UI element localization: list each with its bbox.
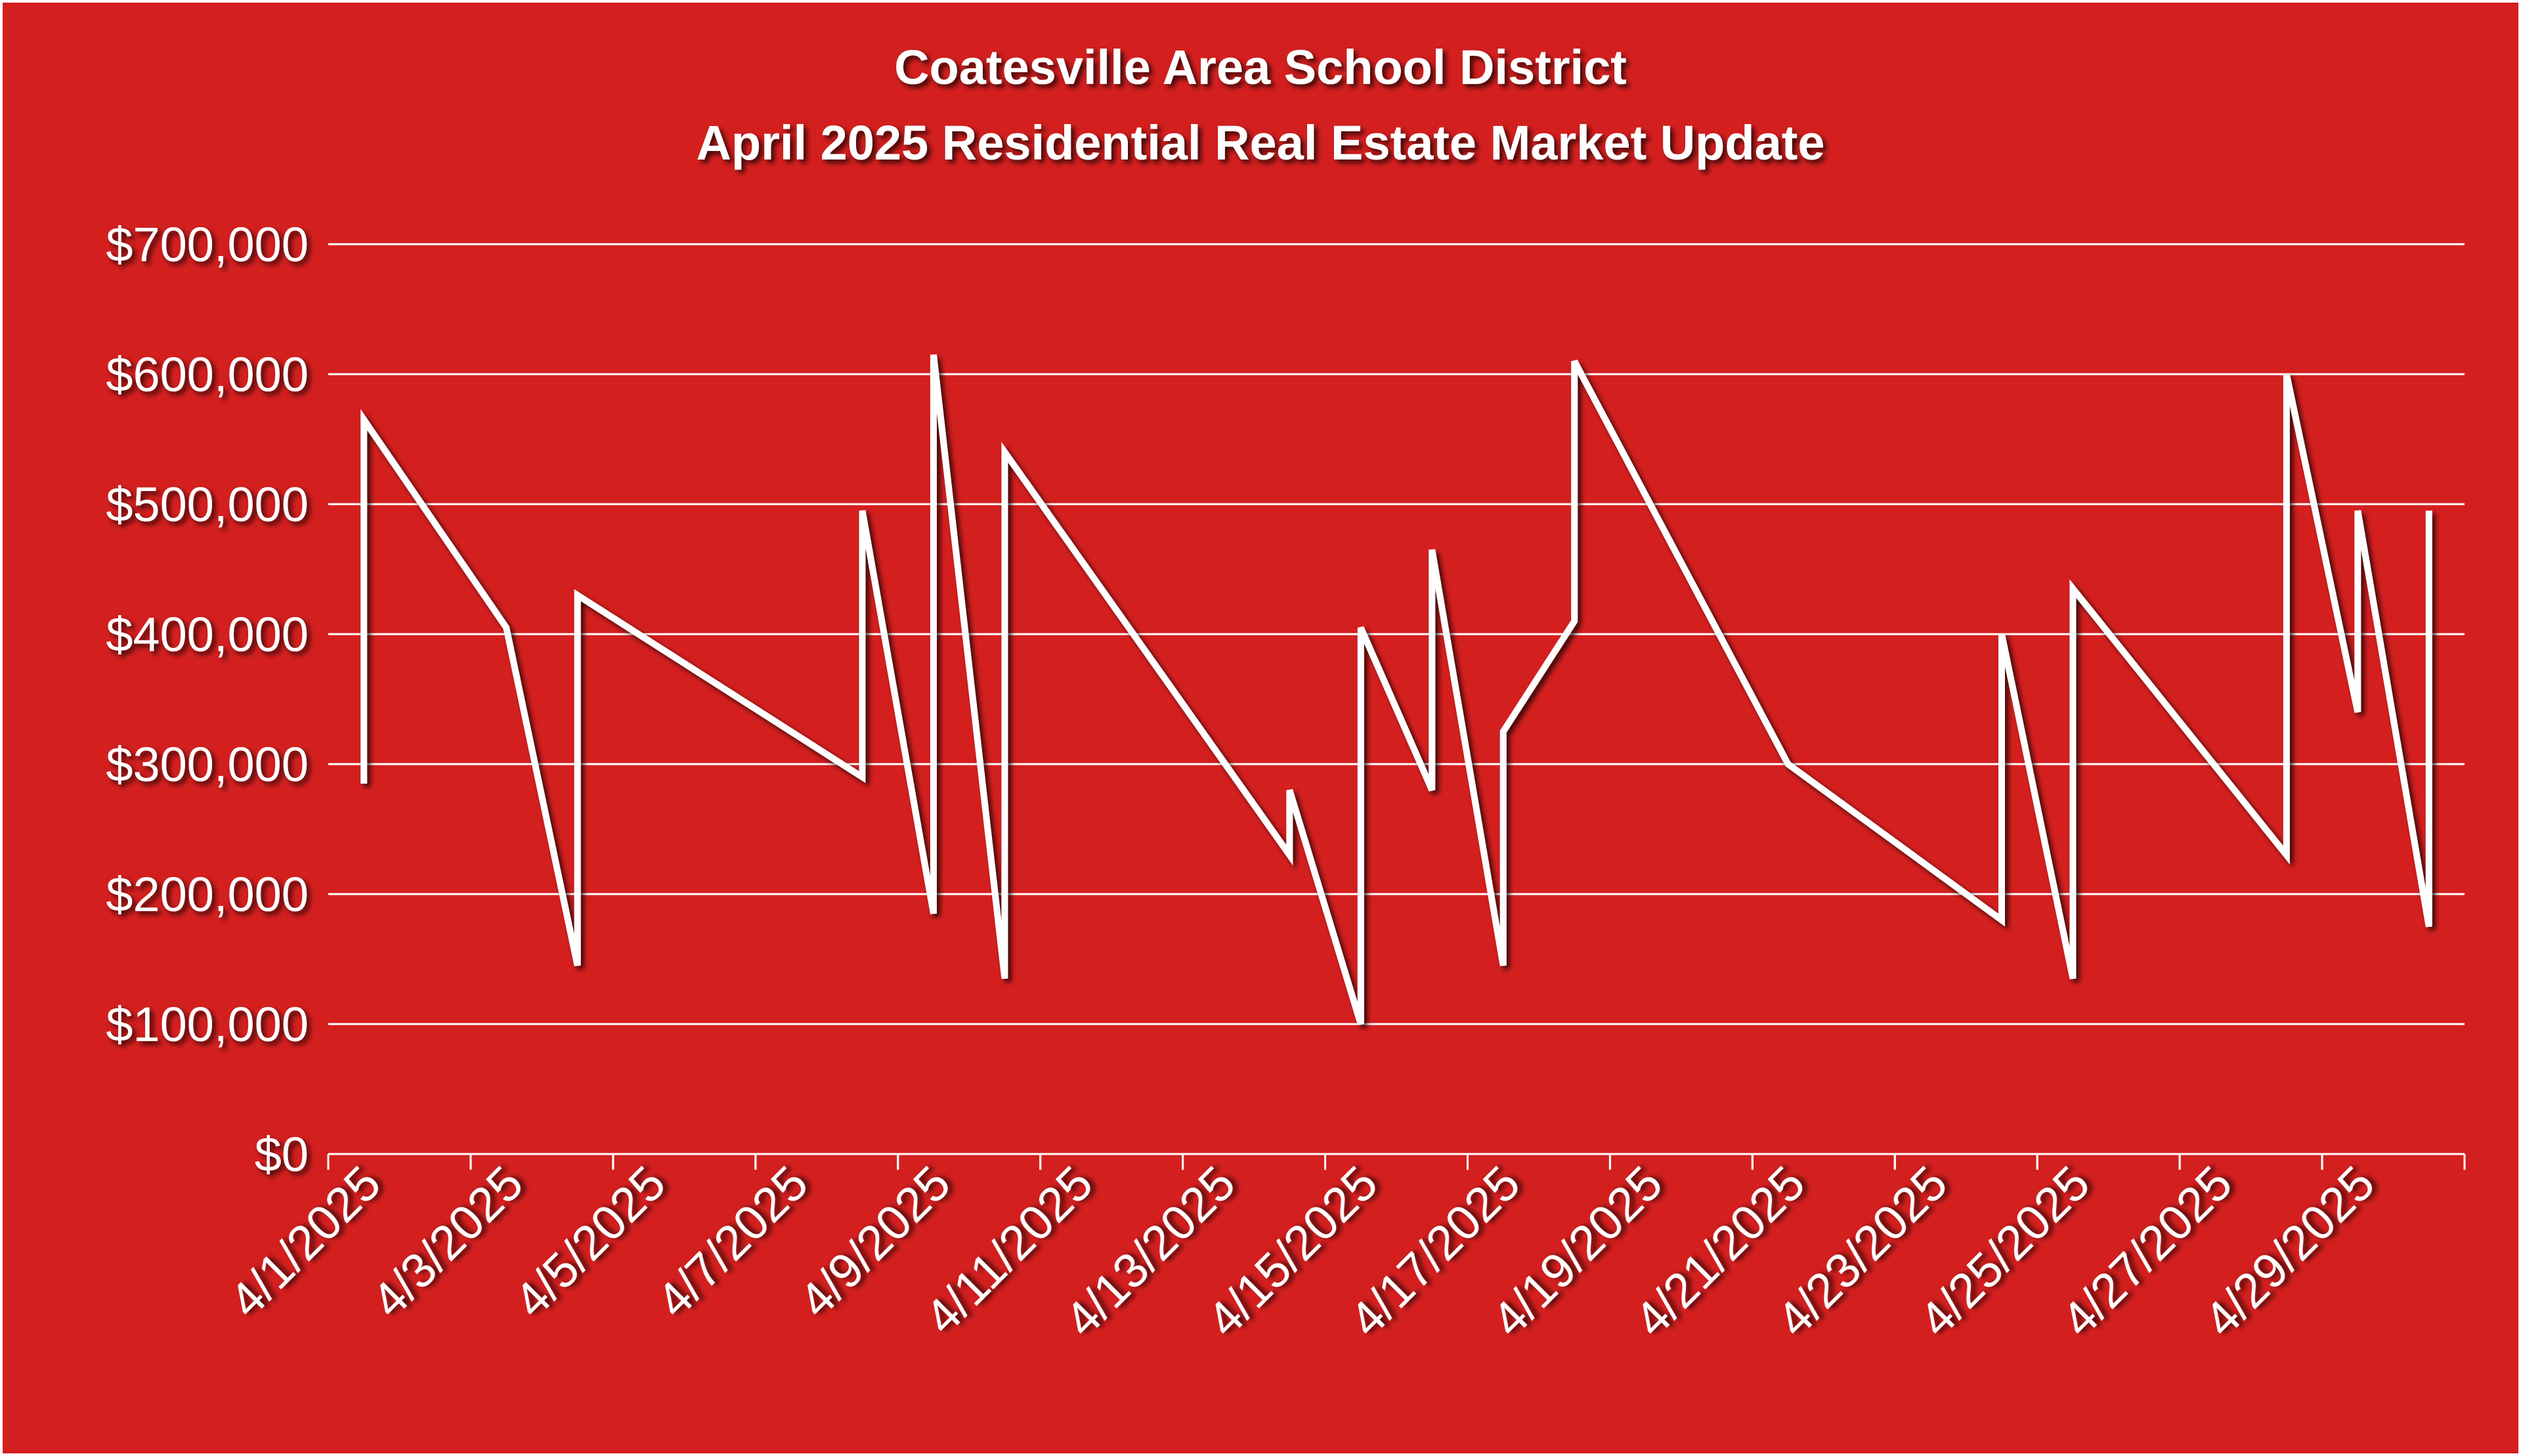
- y-tick-label: $200,000: [106, 867, 309, 922]
- chart-title: Coatesville Area School District: [894, 40, 1627, 95]
- y-tick-label: $100,000: [106, 997, 309, 1052]
- y-tick-label: $0: [255, 1127, 309, 1182]
- y-tick-label: $400,000: [106, 607, 309, 662]
- chart-subtitle: April 2025 Residential Real Estate Marke…: [696, 116, 1824, 170]
- y-tick-label: $300,000: [106, 737, 309, 792]
- y-tick-label: $700,000: [106, 217, 309, 272]
- y-tick-label: $600,000: [106, 347, 309, 402]
- line-series: [360, 354, 2432, 1025]
- y-tick-label: $500,000: [106, 477, 309, 532]
